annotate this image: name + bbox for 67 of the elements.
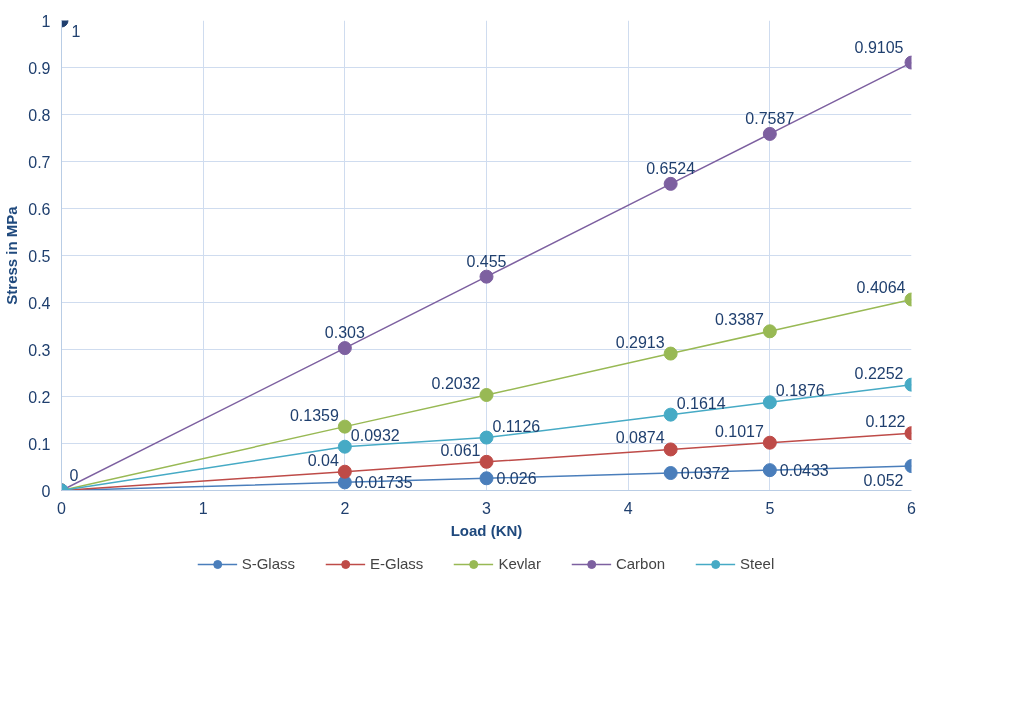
y-axis-title: Stress in MPa: [3, 205, 21, 305]
x-tick-label: 2: [340, 499, 350, 517]
data-label: 0.1017: [714, 422, 764, 440]
data-label: 0: [69, 466, 79, 484]
x-tick-label: 1: [198, 499, 208, 517]
point: [337, 419, 352, 434]
y-tick-label: 0.8: [28, 106, 51, 124]
point: [663, 346, 678, 361]
data-label: 0.1126: [492, 417, 541, 435]
y-tick-label: 0: [41, 482, 51, 500]
x-tick-label: 3: [482, 499, 492, 517]
data-label: 0.6524: [646, 159, 696, 177]
data-label: 0.04: [307, 451, 339, 469]
point: [762, 324, 777, 339]
x-tick-label: 6: [907, 499, 917, 517]
legend-label: S-Glass: [241, 555, 296, 572]
point: [762, 126, 777, 141]
data-label: 0.1614: [676, 394, 726, 412]
point: [663, 466, 678, 480]
legend-label: Kevlar: [498, 555, 541, 572]
point: [762, 435, 777, 450]
data-label: 1: [71, 22, 81, 40]
legend-label: Steel: [740, 555, 775, 572]
y-tick-label: 0.2: [28, 388, 51, 406]
point: [479, 471, 494, 486]
point: [663, 442, 678, 457]
point: [479, 430, 494, 445]
y-tick-label: 0.5: [28, 247, 51, 265]
point: [337, 464, 352, 479]
point: [762, 395, 777, 410]
y-tick-label: 0.9: [28, 59, 51, 77]
data-label: 0.1359: [289, 406, 339, 424]
point: [479, 269, 494, 284]
y-tick-label: 0.6: [28, 200, 51, 218]
data-label: 0.4064: [856, 279, 906, 297]
point: [762, 463, 777, 478]
data-label: 0.122: [865, 413, 906, 431]
data-label: 0.2252: [854, 364, 904, 382]
data-label: 0.7587: [745, 109, 795, 127]
point: [479, 388, 494, 402]
point: [479, 454, 494, 469]
x-tick-label: 4: [623, 499, 633, 517]
x-tick-label: 5: [765, 499, 775, 517]
data-label: 0.455: [466, 252, 507, 270]
data-label: 0.0874: [615, 429, 665, 447]
y-tick-label: 1: [41, 12, 51, 30]
point: [337, 439, 352, 454]
data-label: 0.061: [440, 441, 481, 459]
legend-label: Carbon: [615, 555, 666, 572]
data-label: 0.9105: [854, 38, 904, 56]
data-label: 0.303: [324, 324, 365, 342]
y-tick-label: 0.4: [28, 294, 51, 312]
point: [663, 407, 678, 422]
data-label: 0.1876: [775, 382, 825, 400]
y-tick-label: 0.3: [28, 341, 51, 359]
data-label: 0.052: [863, 472, 904, 490]
data-label: 0.2913: [615, 333, 665, 351]
y-tick-label: 0.7: [28, 153, 51, 171]
x-axis-title: Load (KN): [450, 521, 523, 539]
legend-label: E-Glass: [370, 555, 424, 572]
point: [337, 341, 352, 356]
data-label: 0.0932: [350, 426, 400, 444]
point: [663, 176, 678, 191]
y-tick-label: 0.1: [28, 435, 51, 453]
data-label: 0.2032: [431, 375, 481, 392]
x-tick-label: 0: [57, 499, 67, 517]
data-label: 0.3387: [714, 311, 764, 329]
